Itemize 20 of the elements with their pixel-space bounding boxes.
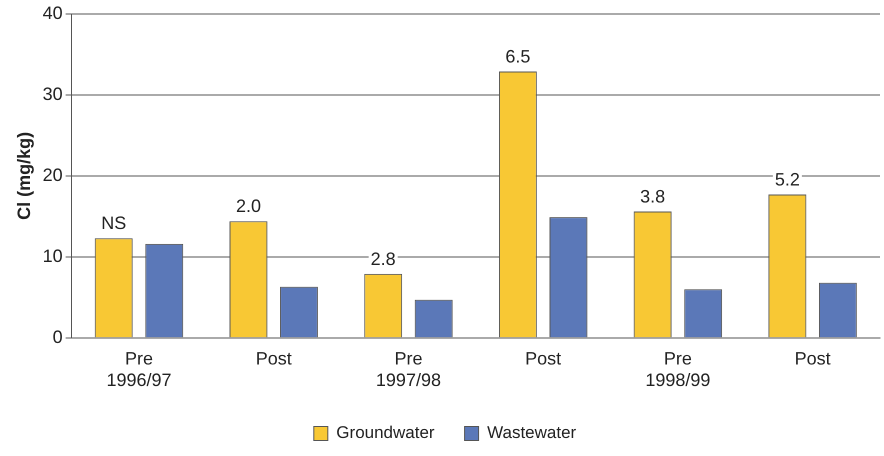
x-tick-label: Pre 1998/99 xyxy=(645,348,710,390)
y-tick-label: 10 xyxy=(42,246,63,266)
annotation: 2.0 xyxy=(236,196,261,216)
annotation: 6.5 xyxy=(505,46,530,66)
x-tick-label: Post xyxy=(794,348,831,369)
x-tick-label: Pre 1997/98 xyxy=(376,348,441,390)
y-tick-label: 20 xyxy=(42,164,63,185)
y-axis-title: Cl (mg/kg) xyxy=(14,132,34,220)
y-tick-label: 40 xyxy=(42,2,63,23)
y-tick-label: 30 xyxy=(42,84,63,104)
legend-label: Wastewater xyxy=(487,423,577,442)
x-tick-label: Pre 1996/97 xyxy=(106,348,172,390)
y-tick-label: 0 xyxy=(52,326,63,347)
annotation: 3.8 xyxy=(640,186,666,206)
x-tick-label: Post xyxy=(525,348,562,369)
x-tick-label: Post xyxy=(256,348,292,369)
annotation: 5.2 xyxy=(774,169,800,190)
annotation: 2.8 xyxy=(370,248,396,269)
annotation: NS xyxy=(101,213,126,234)
legend-label: Groundwater xyxy=(336,423,435,442)
